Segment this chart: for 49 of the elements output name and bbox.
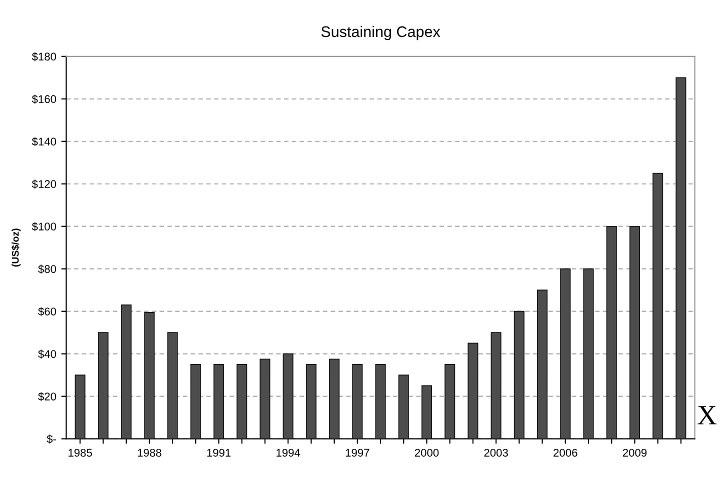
bar — [537, 290, 548, 439]
y-tick-label: $120 — [32, 180, 56, 189]
bar — [375, 364, 386, 439]
bar — [190, 364, 201, 439]
x-tick-label: 1994 — [276, 448, 300, 457]
y-tick-label: $80 — [38, 264, 56, 274]
bar — [468, 342, 478, 439]
bar — [74, 374, 86, 439]
bar — [121, 304, 132, 439]
x-tick-label: 2000 — [414, 448, 439, 457]
y-tick-label: $60 — [38, 307, 56, 316]
y-axis-title: (US$/oz) — [11, 228, 21, 267]
bar — [606, 226, 617, 439]
bar — [98, 332, 108, 439]
y-tick-label: $160 — [32, 94, 56, 104]
bar — [144, 312, 155, 439]
bar — [167, 332, 178, 439]
bar — [398, 374, 409, 439]
bar — [213, 364, 224, 439]
bar — [583, 268, 594, 439]
y-tick-label: $- — [46, 434, 56, 444]
bar — [329, 358, 340, 439]
bar — [490, 332, 502, 439]
y-tick-label: $140 — [32, 137, 56, 146]
y-tick-label: $20 — [38, 392, 56, 402]
bar — [236, 364, 248, 439]
bar — [352, 364, 363, 439]
x-tick-label: 1997 — [346, 448, 370, 457]
bar — [282, 353, 294, 439]
bar — [514, 310, 524, 439]
x-tick-label: 2003 — [484, 448, 508, 457]
x-tick-label: 1985 — [68, 448, 92, 457]
chart-title: Sustaining Capex — [321, 26, 440, 40]
bar — [652, 172, 664, 439]
x-tick-label: 1991 — [207, 448, 231, 457]
y-tick-label: $40 — [38, 350, 56, 359]
bar — [306, 364, 316, 439]
bar — [421, 385, 432, 439]
bar — [629, 226, 640, 439]
y-tick-label: $100 — [32, 222, 56, 232]
bar — [676, 77, 686, 439]
y-tick-label: $180 — [32, 52, 56, 62]
bar — [560, 268, 571, 439]
bar — [260, 358, 270, 439]
bar — [444, 364, 456, 439]
x-tick-label: 2006 — [554, 448, 578, 457]
text: X — [698, 406, 717, 424]
x-tick-label: 2009 — [622, 448, 647, 457]
x-tick-label: 1988 — [138, 448, 162, 457]
